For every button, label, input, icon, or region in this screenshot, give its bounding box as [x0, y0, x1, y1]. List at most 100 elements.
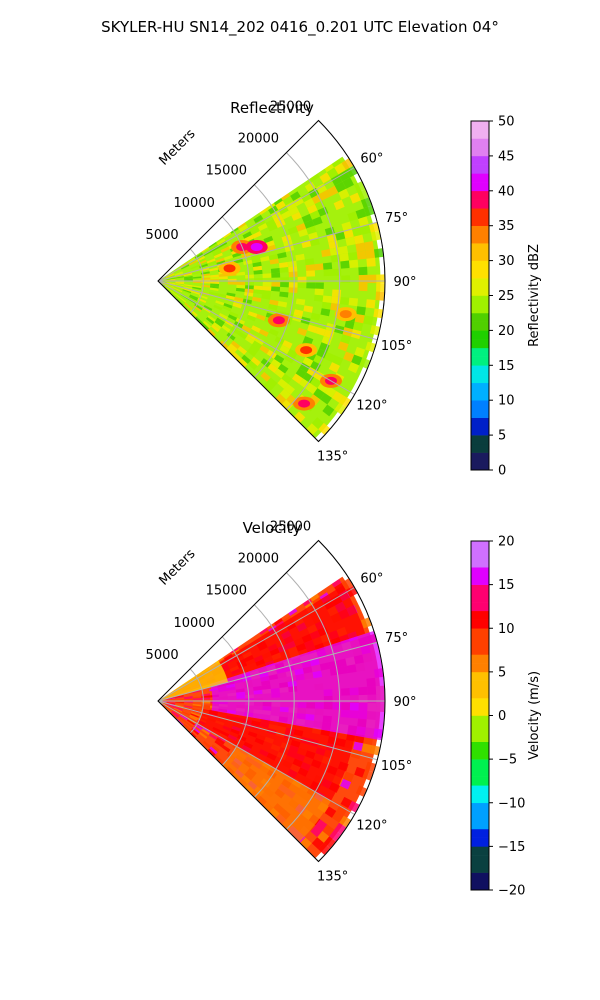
range-tick-label: 5000 — [146, 648, 179, 663]
field-cell — [209, 746, 218, 755]
field-cell — [238, 224, 249, 233]
field-cell — [267, 223, 278, 232]
field-cell — [164, 706, 172, 713]
field-cell — [166, 704, 175, 708]
field-cell — [242, 298, 253, 305]
field-cell — [306, 423, 319, 436]
field-cell — [251, 325, 261, 333]
field-cell — [360, 197, 373, 209]
field-cell — [348, 251, 358, 261]
field-cell — [166, 702, 176, 704]
field-cell — [355, 785, 368, 797]
field-cell — [175, 695, 184, 698]
field-cell — [351, 226, 363, 237]
colorbar-segment — [471, 855, 489, 865]
field-cell — [183, 695, 193, 699]
field-cell — [175, 699, 185, 701]
field-cell — [268, 328, 279, 337]
field-cell — [186, 719, 196, 726]
field-cell — [229, 311, 239, 318]
field-cell — [208, 733, 218, 740]
field-cell — [232, 352, 242, 362]
field-cell — [203, 304, 213, 312]
field-cell — [230, 326, 240, 335]
colorbar-label: Velocity (m/s) — [527, 671, 542, 760]
field-cell — [320, 392, 332, 405]
field-cell — [244, 285, 254, 290]
field-cell — [317, 381, 329, 393]
field-cell — [171, 711, 180, 718]
colorbar-segment — [471, 663, 489, 673]
colorbar-segment — [471, 347, 489, 357]
field-cell — [225, 295, 235, 300]
field-cell — [344, 319, 355, 330]
field-cell — [277, 378, 289, 389]
field-cell — [288, 282, 298, 288]
field-cell — [221, 744, 231, 753]
radar-field — [158, 120, 385, 439]
field-cell — [306, 282, 316, 289]
field-cell — [275, 219, 286, 228]
field-cell — [287, 226, 298, 235]
field-cell — [271, 286, 281, 292]
reflectivity-core-center — [250, 243, 263, 252]
field-cell — [241, 354, 251, 365]
field-cell — [359, 357, 371, 369]
colorbar-segment — [471, 312, 489, 322]
field-cell — [311, 193, 323, 205]
field-cell — [324, 351, 336, 363]
range-tick-label: 25000 — [270, 99, 311, 114]
field-cell — [207, 748, 216, 757]
field-cell — [188, 260, 198, 266]
field-cell — [216, 238, 226, 246]
field-cell — [292, 373, 303, 384]
colorbar-segment — [471, 121, 489, 131]
field-cell — [315, 819, 328, 831]
field-cell — [281, 234, 292, 243]
colorbar-tick-label: 45 — [498, 149, 515, 164]
field-cell — [256, 313, 266, 321]
field-cell — [309, 210, 321, 220]
field-cell — [328, 362, 340, 373]
field-cell — [268, 205, 279, 215]
field-cell — [175, 701, 185, 704]
field-cell — [277, 301, 288, 308]
field-cell — [170, 712, 178, 719]
field-cell — [227, 314, 238, 321]
field-cell — [299, 362, 311, 373]
field-cell — [314, 288, 324, 296]
range-tick-label: 10000 — [174, 616, 215, 631]
field-cell — [246, 314, 257, 322]
field-cell — [257, 222, 268, 232]
field-cell — [324, 806, 337, 818]
field-cell — [205, 317, 215, 325]
field-cell — [343, 771, 355, 783]
field-cell — [250, 356, 261, 367]
field-cell — [306, 383, 318, 395]
colorbar-segment — [471, 321, 489, 331]
field-cell — [285, 201, 297, 211]
field-cell — [363, 315, 374, 326]
colorbar-tick-label: −10 — [498, 796, 525, 811]
field-cell — [192, 704, 202, 707]
sector-outline — [157, 119, 386, 443]
field-cell — [192, 285, 202, 289]
field-cell — [207, 315, 216, 323]
field-cell — [222, 305, 232, 312]
colorbar-tick-label: −5 — [498, 753, 517, 768]
colorbar-segment — [471, 645, 489, 655]
field-cell — [270, 267, 280, 274]
field-cell — [253, 265, 263, 271]
field-cell — [175, 702, 185, 705]
field-cell — [376, 274, 385, 284]
field-cell — [304, 258, 315, 266]
field-cell — [175, 281, 185, 284]
field-cell — [249, 344, 260, 354]
field-cell — [363, 241, 374, 251]
colorbar-tick-label: 40 — [498, 184, 515, 199]
field-cell — [296, 327, 308, 337]
field-cell — [273, 354, 285, 364]
field-cell — [337, 341, 349, 352]
field-cell — [375, 291, 385, 301]
field-cell — [259, 345, 270, 355]
